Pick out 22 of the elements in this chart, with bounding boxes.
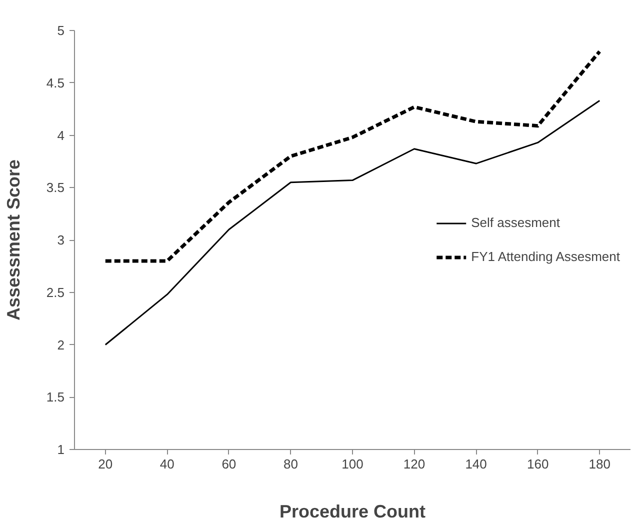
x-tick-label: 20	[98, 456, 113, 472]
x-tick-label: 100	[342, 456, 364, 472]
legend-label: FY1 Attending Assesment	[471, 249, 620, 264]
y-tick-label: 5	[57, 23, 65, 38]
x-tick-label: 140	[465, 456, 487, 472]
y-tick-label: 3.5	[46, 180, 65, 196]
x-tick-label: 40	[160, 456, 174, 472]
y-tick-label: 4.5	[46, 75, 65, 90]
x-tick-label: 120	[403, 456, 426, 472]
y-tick-label: 3	[57, 232, 65, 248]
x-axis-title: Procedure Count	[279, 502, 426, 522]
y-tick-label: 2	[57, 337, 65, 352]
x-tick-label: 160	[526, 456, 549, 472]
x-tick-label: 180	[588, 456, 610, 472]
y-tick-label: 2.5	[46, 284, 65, 300]
y-tick-label: 1.5	[46, 390, 65, 405]
x-tick-label: 60	[222, 456, 236, 472]
y-tick-label: 1	[57, 442, 65, 457]
y-tick-label: 4	[57, 128, 65, 143]
y-axis-title: Assessment Score	[3, 159, 24, 321]
x-tick-label: 80	[283, 456, 298, 472]
legend-label: Self assesment	[471, 215, 560, 230]
